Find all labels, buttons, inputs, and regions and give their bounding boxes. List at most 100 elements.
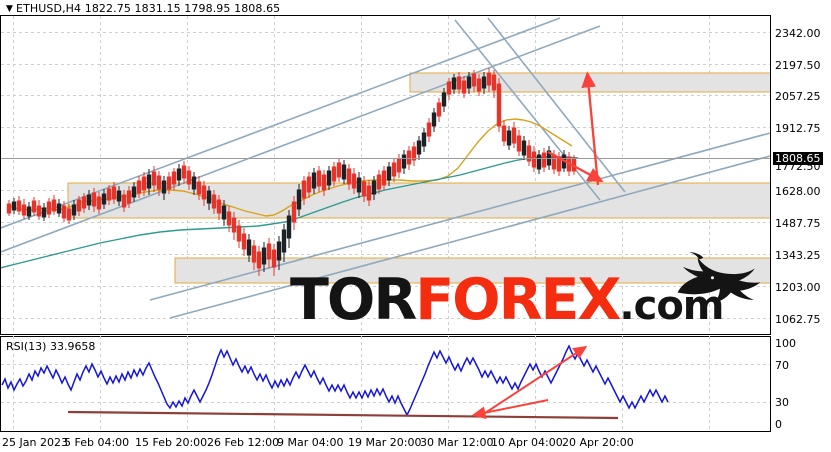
price-tick-label: 2342.00: [775, 27, 821, 40]
watermark-com: .com: [619, 283, 724, 329]
candle: [141, 172, 147, 196]
candle: [176, 164, 182, 186]
candle: [211, 190, 217, 214]
candle: [526, 140, 532, 166]
candle: [46, 198, 52, 218]
candle: [456, 72, 462, 94]
candlestick-series: [6, 68, 577, 276]
candle: [151, 166, 157, 192]
price-forecast-arrows: [547, 71, 604, 186]
candle: [311, 168, 317, 194]
candle: [291, 196, 297, 230]
candle: [541, 148, 547, 172]
rsi-forecast-up-arrow: [478, 345, 588, 418]
ma-slow-line: [1, 156, 579, 269]
date-tick-label: 5 Feb 04:00: [64, 436, 130, 449]
candle: [451, 74, 457, 94]
channel-mid-line: [149, 132, 770, 301]
forecast-down-arrow: [547, 150, 604, 183]
candle: [91, 188, 97, 212]
candle: [146, 169, 152, 195]
candle: [271, 244, 277, 276]
candle: [276, 236, 282, 270]
candle: [31, 197, 37, 216]
chart-header: ▼ ETHUSD,H4 1822.75 1831.15 1798.95 1808.…: [6, 2, 280, 15]
candle: [81, 193, 87, 213]
candle: [106, 185, 112, 205]
candle: [126, 186, 132, 208]
candle: [286, 210, 292, 248]
candle: [61, 201, 67, 222]
descending-line-2: [487, 17, 626, 193]
candle: [376, 170, 382, 194]
candle: [26, 202, 32, 220]
candle: [391, 158, 397, 182]
candle: [476, 74, 482, 96]
candle: [196, 176, 202, 200]
candle: [221, 200, 227, 226]
rsi-panel-frame: [0, 336, 771, 432]
candle: [201, 181, 207, 206]
candle: [501, 120, 507, 146]
candle: [6, 200, 12, 216]
candle: [266, 238, 272, 268]
candle: [206, 186, 212, 210]
triangle-down-icon[interactable]: ▼: [6, 4, 14, 14]
candle: [301, 176, 307, 205]
candle: [231, 212, 237, 240]
candle: [336, 158, 342, 182]
candle: [186, 166, 192, 190]
candle: [366, 180, 372, 206]
candle: [361, 176, 367, 202]
candle: [471, 70, 477, 92]
price-tick-label: 1628.00: [775, 185, 821, 198]
date-tick-label: 15 Feb 20:00: [135, 436, 208, 449]
price-tick-label: 2197.50: [775, 59, 821, 72]
candle: [426, 118, 432, 142]
candle: [356, 172, 362, 198]
rsi-tick-label: 30: [775, 396, 789, 409]
candle: [161, 176, 167, 200]
candle: [331, 162, 337, 186]
candle: [506, 126, 512, 150]
channel-lower-line: [1, 25, 601, 253]
candle: [246, 234, 252, 262]
candle: [96, 192, 102, 214]
current-price-label: 1808.65: [773, 152, 823, 165]
candle: [431, 108, 437, 132]
candle: [216, 195, 222, 220]
candle: [281, 224, 287, 262]
price-tick-label: 1062.75: [775, 313, 821, 326]
date-tick-label: 26 Feb 12:00: [207, 436, 280, 449]
candle: [116, 186, 122, 206]
candle: [241, 228, 247, 256]
candle: [421, 128, 427, 152]
candle: [76, 196, 82, 216]
candle: [36, 200, 42, 220]
candle: [51, 195, 57, 215]
candle: [496, 78, 502, 132]
price-tick-label: 1772.50: [775, 160, 821, 173]
candle: [306, 172, 312, 198]
price-tick-label: 1343.25: [775, 249, 821, 262]
candle: [386, 162, 392, 186]
candle: [41, 203, 47, 221]
candle: [466, 72, 472, 94]
rsi-gridlines: [1, 364, 770, 403]
candle: [11, 198, 17, 214]
candle: [436, 98, 442, 122]
watermark-forex: FOREX: [415, 267, 621, 333]
candle: [71, 200, 77, 220]
rsi-indicator-label: RSI(13) 33.9658: [6, 340, 96, 353]
candle: [101, 189, 107, 209]
candle: [536, 150, 542, 174]
candle: [16, 196, 22, 215]
watermark: TORFOREX.com: [290, 272, 724, 329]
date-tick-label: 30 Mar 12:00: [420, 436, 494, 449]
candle: [351, 168, 357, 194]
candle: [381, 166, 387, 190]
candle: [341, 160, 347, 184]
candle: [296, 184, 302, 216]
